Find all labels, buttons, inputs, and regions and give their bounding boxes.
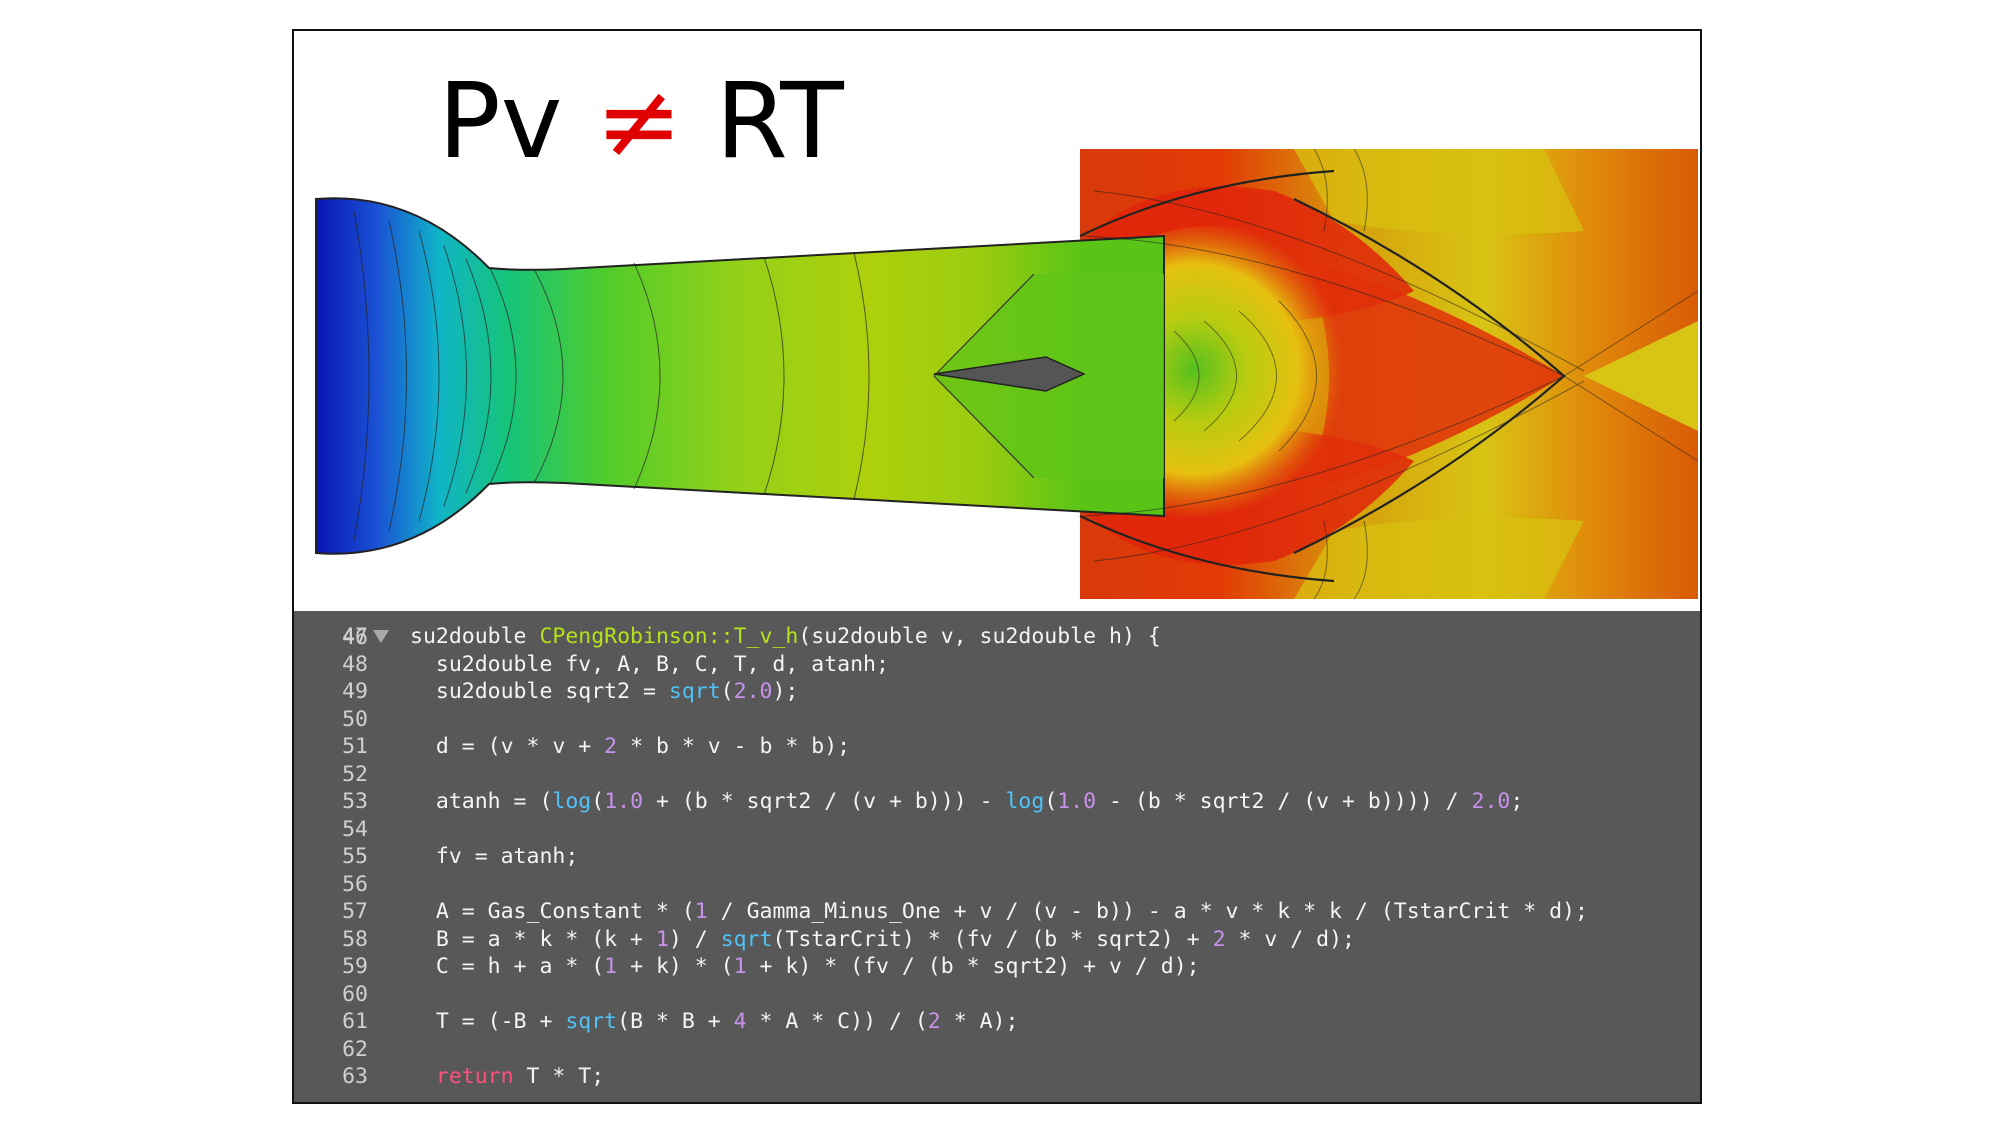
- line-number: 48: [342, 651, 368, 677]
- code-token: 1: [694, 899, 708, 924]
- code-token: [410, 1064, 436, 1089]
- code-token: (TstarCrit) * (fv / (b * sqrt2) +: [772, 926, 1213, 952]
- not-equal-symbol: ≠: [595, 60, 683, 182]
- code-token: 2: [604, 734, 618, 759]
- code-text: d = (v * v + 2 * b * v - b * b);: [410, 733, 850, 760]
- line-number: 53: [342, 789, 368, 814]
- code-token: (su2double v, su2double h) {: [798, 624, 1161, 649]
- code-token: sqrt: [668, 679, 721, 704]
- code-token: 1.0: [604, 789, 644, 814]
- code-token: * v / d);: [1225, 926, 1355, 952]
- code-token: (: [591, 789, 605, 814]
- code-token: T * T;: [513, 1064, 605, 1089]
- code-token: (B * B +: [617, 1009, 734, 1034]
- line-number: 61: [342, 1009, 368, 1034]
- code-text: T = (-B + sqrt(B * B + 4 * A * C)) / (2 …: [410, 1008, 1019, 1035]
- code-token: ) /: [668, 926, 721, 952]
- equation-rhs: RT: [715, 60, 844, 182]
- equation-lhs: Pv: [438, 60, 563, 182]
- code-text: fv = atanh;: [410, 843, 578, 870]
- code-token: * A * C)) / (: [746, 1009, 928, 1034]
- code-token: CPengRobinson::T_v_h: [539, 624, 799, 649]
- code-token: sqrt: [565, 1009, 618, 1034]
- code-token: B = a * k * (k +: [410, 926, 656, 952]
- line-number: 56: [342, 871, 368, 897]
- line-number: 51: [342, 734, 368, 759]
- fold-arrow-icon[interactable]: [373, 630, 389, 643]
- code-token: 1: [655, 926, 669, 952]
- line-number: 46: [342, 625, 368, 650]
- code-token: - (b * sqrt2 / (v + b)))) /: [1096, 789, 1472, 814]
- code-token: atanh = (: [410, 789, 553, 814]
- code-token: + k) * (: [617, 954, 734, 979]
- code-token: d = (v * v +: [410, 734, 605, 759]
- code-token: (: [1044, 789, 1058, 814]
- code-text: B = a * k * (k + 1) / sqrt(TstarCrit) * …: [410, 926, 1355, 953]
- code-token: sqrt: [720, 926, 773, 952]
- code-token: 1: [604, 954, 618, 979]
- code-text: A = Gas_Constant * (1 / Gamma_Minus_One …: [410, 898, 1588, 925]
- code-token: log: [552, 789, 592, 814]
- code-token: return: [435, 1064, 514, 1089]
- line-number: 60: [342, 981, 368, 1007]
- code-token: 2: [1212, 926, 1226, 952]
- code-token: C = h + a * (: [410, 954, 605, 979]
- code-token: A = Gas_Constant * (: [410, 899, 695, 924]
- code-editor[interactable]: 46 47 su2double CPengRobinson::T_v_h(su2d…: [294, 611, 1700, 1102]
- code-text: return T * T;: [410, 1063, 604, 1090]
- code-text: C = h + a * (1 + k) * (1 + k) * (fv / (b…: [410, 953, 1200, 980]
- code-text: atanh = (log(1.0 + (b * sqrt2 / (v + b))…: [410, 788, 1523, 815]
- code-token: + (b * sqrt2 / (v + b))) -: [643, 789, 1006, 814]
- code-token: * b * v - b * b);: [617, 734, 851, 759]
- code-token: T = (-B +: [410, 1009, 566, 1034]
- line-number: 47: [342, 624, 368, 649]
- code-token: log: [1005, 789, 1045, 814]
- code-token: * A);: [940, 1009, 1019, 1034]
- code-token: 1: [733, 954, 747, 979]
- code-token: ;: [1510, 789, 1524, 814]
- flow-simulation-image: [315, 148, 1699, 600]
- slide-frame: Pv ≠ RT 46 47 su2double CPengRobinson::T_…: [292, 29, 1702, 1104]
- code-token: su2double: [410, 624, 540, 649]
- equation-headline: Pv ≠ RT: [438, 69, 844, 173]
- code-token: su2double fv, A, B, C, T, d, atanh;: [410, 651, 889, 677]
- code-text: su2double CPengRobinson::T_v_h(su2double…: [410, 623, 1161, 650]
- line-number: 52: [342, 761, 368, 787]
- code-token: 2.0: [1471, 789, 1511, 814]
- code-line-partial: 46: [294, 597, 372, 650]
- line-number: 50: [342, 706, 368, 732]
- line-number: 54: [342, 816, 368, 842]
- code-token: );: [772, 679, 799, 704]
- code-token: 1.0: [1057, 789, 1097, 814]
- code-token: / Gamma_Minus_One + v / (v - b)) - a * v…: [707, 899, 1588, 924]
- line-number: 49: [342, 679, 368, 704]
- code-token: (: [720, 679, 734, 704]
- line-number: 57: [342, 899, 368, 924]
- code-token: su2double sqrt2 =: [410, 679, 669, 704]
- line-number: 59: [342, 954, 368, 979]
- line-number: 63: [342, 1064, 368, 1089]
- line-number: 58: [342, 926, 368, 952]
- line-number: 62: [342, 1036, 368, 1062]
- code-token: 4: [733, 1009, 747, 1034]
- code-text: su2double fv, A, B, C, T, d, atanh;: [410, 651, 889, 678]
- line-number: 55: [342, 844, 368, 869]
- code-token: 2: [927, 1009, 941, 1034]
- code-token: + k) * (fv / (b * sqrt2) + v / d);: [746, 954, 1200, 979]
- code-token: 2.0: [733, 679, 773, 704]
- code-token: fv = atanh;: [410, 844, 579, 869]
- code-text: su2double sqrt2 = sqrt(2.0);: [410, 678, 798, 705]
